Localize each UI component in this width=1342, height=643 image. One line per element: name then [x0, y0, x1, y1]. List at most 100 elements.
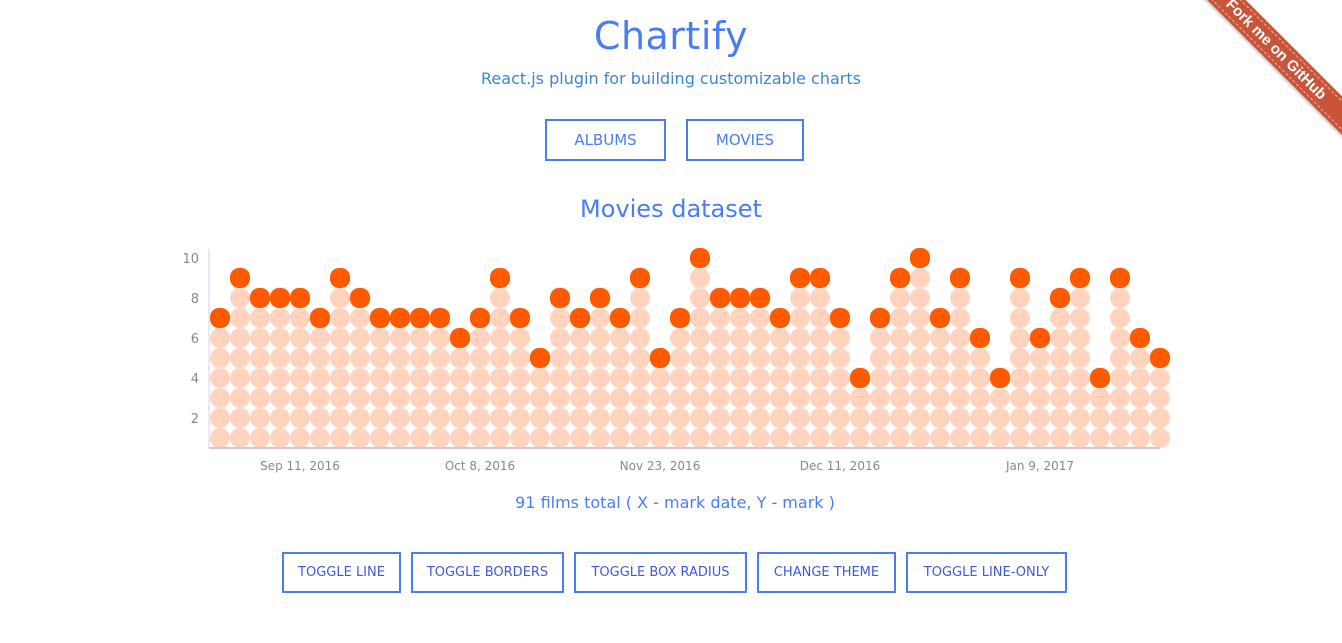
- fill-dot: [270, 328, 290, 348]
- data-point: [610, 308, 630, 328]
- fill-dot: [970, 428, 990, 448]
- fill-dot: [1070, 428, 1090, 448]
- toggle-borders-button[interactable]: TOGGLE BORDERS: [411, 552, 564, 593]
- data-point: [750, 288, 770, 308]
- fill-dot: [210, 428, 230, 448]
- fill-dot: [730, 308, 750, 328]
- fork-on-github-ribbon[interactable]: Fork me on GitHub: [1181, 0, 1342, 144]
- fill-dot: [690, 348, 710, 368]
- data-point: [210, 308, 230, 328]
- fill-dot: [730, 428, 750, 448]
- x-tick-label: Jan 9, 2017: [1005, 459, 1074, 473]
- fill-dot: [650, 368, 670, 388]
- fill-dot: [1030, 388, 1050, 408]
- fill-dot: [1030, 428, 1050, 448]
- fill-dot: [490, 308, 510, 328]
- fill-dot: [810, 328, 830, 348]
- fill-dot: [310, 408, 330, 428]
- fill-dot: [910, 268, 930, 288]
- data-point: [810, 268, 830, 288]
- fill-dot: [1090, 388, 1110, 408]
- bar-column: [1090, 368, 1110, 448]
- data-point: [870, 308, 890, 328]
- data-point: [310, 308, 330, 328]
- fill-dot: [930, 428, 950, 448]
- fill-dot: [1010, 348, 1030, 368]
- toggle-line-only-button[interactable]: TOGGLE LINE-ONLY: [906, 552, 1067, 593]
- fill-dot: [690, 288, 710, 308]
- fill-dot: [290, 308, 310, 328]
- fill-dot: [230, 428, 250, 448]
- fill-dot: [390, 388, 410, 408]
- fill-dot: [350, 428, 370, 448]
- fill-dot: [390, 368, 410, 388]
- github-ribbon-container: Fork me on GitHub: [1162, 0, 1342, 180]
- bar-column: [470, 308, 490, 448]
- fill-dot: [290, 368, 310, 388]
- fill-dot: [790, 348, 810, 368]
- fill-dot: [610, 328, 630, 348]
- fill-dot: [810, 368, 830, 388]
- fill-dot: [930, 388, 950, 408]
- bar-column: [430, 308, 450, 448]
- fill-dot: [630, 388, 650, 408]
- bar-column: [270, 288, 290, 448]
- fill-dot: [870, 408, 890, 428]
- fill-dot: [430, 348, 450, 368]
- fill-dot: [450, 388, 470, 408]
- fill-dot: [1050, 308, 1070, 328]
- data-point: [270, 288, 290, 308]
- fill-dot: [630, 368, 650, 388]
- fill-dot: [550, 428, 570, 448]
- toggle-line-button[interactable]: TOGGLE LINE: [282, 552, 401, 593]
- data-point: [730, 288, 750, 308]
- bar-column: [750, 288, 770, 448]
- data-point: [570, 308, 590, 328]
- fill-dot: [790, 288, 810, 308]
- fill-dot: [890, 428, 910, 448]
- fill-dot: [1070, 348, 1090, 368]
- data-point: [590, 288, 610, 308]
- fill-dot: [1050, 368, 1070, 388]
- bar-column: [930, 308, 950, 448]
- toggle-box-radius-button[interactable]: TOGGLE BOX RADIUS: [574, 552, 747, 593]
- change-theme-button[interactable]: CHANGE THEME: [757, 552, 896, 593]
- fill-dot: [390, 328, 410, 348]
- data-point: [1090, 368, 1110, 388]
- fill-dot: [750, 308, 770, 328]
- bar-column: [410, 308, 430, 448]
- fill-dot: [890, 408, 910, 428]
- fill-dot: [1070, 408, 1090, 428]
- fill-dot: [230, 388, 250, 408]
- fill-dot: [990, 388, 1010, 408]
- fill-dot: [370, 328, 390, 348]
- fill-dot: [690, 268, 710, 288]
- fill-dot: [750, 388, 770, 408]
- fill-dot: [790, 308, 810, 328]
- fill-dot: [1050, 388, 1070, 408]
- fill-dot: [1010, 408, 1030, 428]
- albums-button[interactable]: ALBUMS: [545, 119, 666, 161]
- fill-dot: [450, 428, 470, 448]
- data-point: [650, 348, 670, 368]
- movies-button[interactable]: MOVIES: [686, 119, 804, 161]
- fill-dot: [430, 408, 450, 428]
- fill-dot: [350, 408, 370, 428]
- fill-dot: [350, 348, 370, 368]
- fill-dot: [490, 408, 510, 428]
- fill-dot: [650, 408, 670, 428]
- data-point: [670, 308, 690, 328]
- fill-dot: [710, 428, 730, 448]
- fill-dot: [210, 408, 230, 428]
- fill-dot: [330, 288, 350, 308]
- fill-dot: [210, 368, 230, 388]
- fill-dot: [550, 368, 570, 388]
- fill-dot: [350, 388, 370, 408]
- fill-dot: [230, 368, 250, 388]
- fill-dot: [570, 408, 590, 428]
- fill-dot: [890, 368, 910, 388]
- bar-column: [310, 308, 330, 448]
- fill-dot: [410, 368, 430, 388]
- y-tick-label: 4: [191, 372, 199, 387]
